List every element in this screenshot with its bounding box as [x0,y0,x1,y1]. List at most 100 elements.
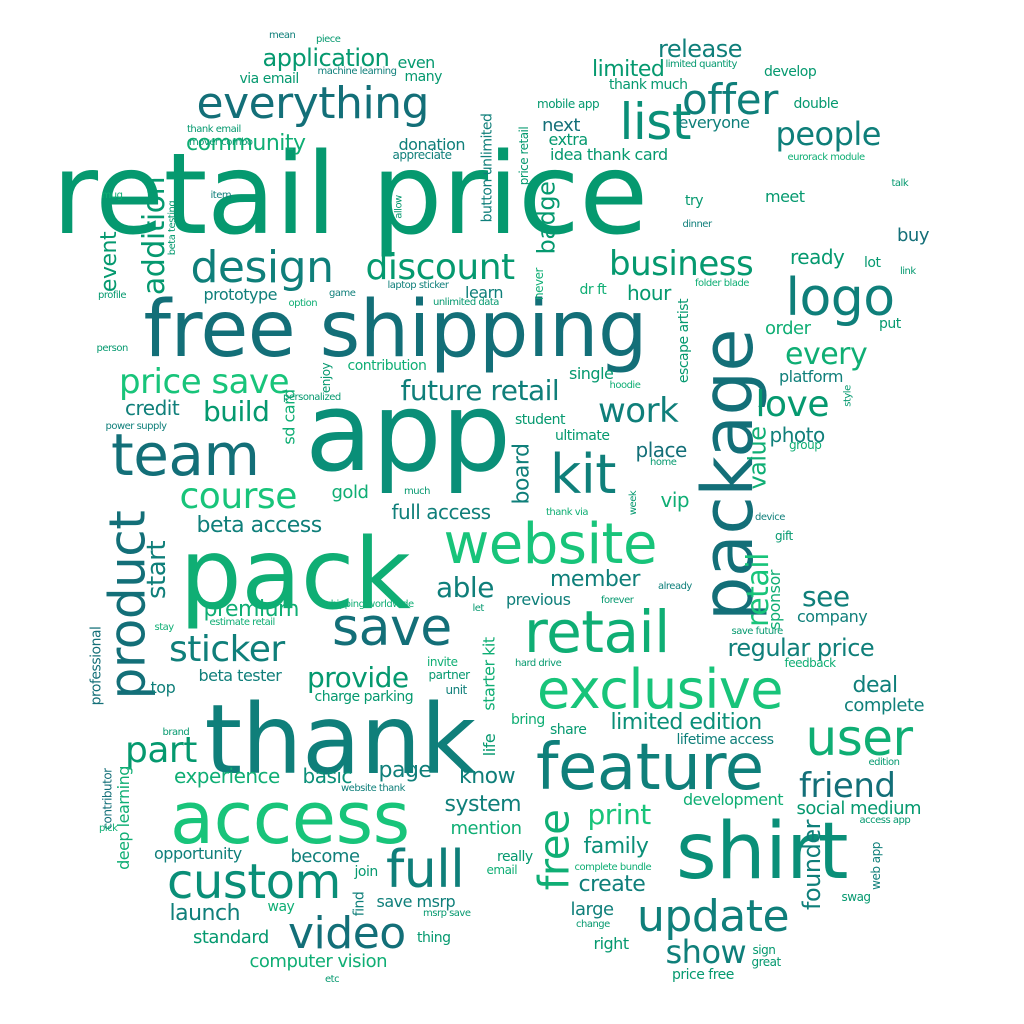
cloud-word: let [472,603,485,614]
cloud-word: business [609,244,754,284]
cloud-word: list [619,93,692,151]
cloud-word: design [190,242,334,293]
cloud-word: hour [627,281,671,305]
cloud-word: kit [550,443,616,506]
cloud-word: family [583,834,649,859]
cloud-word: brand [162,727,190,738]
cloud-word: large [570,899,615,920]
cloud-word: right [593,934,630,953]
cloud-word: change [576,919,610,930]
cloud-word: edition [868,757,900,768]
cloud-word: addition [137,176,173,296]
cloud-word: eurorack module [787,152,866,163]
cloud-word: deal [852,673,899,698]
cloud-word: group [789,438,822,452]
cloud-word: save future [731,626,784,637]
cloud-word: learn [465,283,504,302]
cloud-word: single [569,364,614,383]
cloud-word: price save [119,362,290,402]
cloud-word: save msrp [376,892,456,911]
cloud-word: limited quantity [665,59,738,70]
cloud-word: price free [672,967,734,983]
cloud-word: allow [393,195,405,219]
cloud-word: shipping worldwide [326,599,414,610]
cloud-word: deep learning [113,766,133,870]
cloud-word: never [531,268,546,300]
cloud-word: idea thank card [550,145,668,164]
cloud-word: extra [548,130,589,149]
cloud-word: mean [269,30,296,41]
cloud-word: next [542,115,580,136]
cloud-word: value [743,426,772,490]
cloud-word: gold [331,482,369,503]
cloud-word: thing [417,930,451,946]
cloud-word: team [111,421,260,489]
cloud-word: swag [841,890,872,904]
cloud-word: sponsor [764,570,784,630]
cloud-word: video [288,908,406,959]
cloud-word: week [628,490,640,516]
cloud-word: sign [752,943,776,957]
cloud-word: meet [765,187,805,206]
cloud-word: show [665,933,747,971]
cloud-word: really [497,849,533,865]
cloud-word: talk [891,178,909,189]
cloud-word: launch [169,901,241,926]
cloud-word: complete bundle [574,862,652,873]
cloud-word: build [203,395,270,428]
cloud-word: already [658,581,692,592]
cloud-word: ready [790,245,845,269]
cloud-word: release [658,35,743,63]
cloud-word: mobile app [537,97,600,111]
cloud-word: page [378,758,432,783]
cloud-word: credit [125,396,180,420]
cloud-word: thank [204,684,477,796]
cloud-word: user [805,709,914,767]
cloud-word: item [210,190,232,201]
cloud-word: app [305,368,511,496]
cloud-word: opportunity [154,844,242,863]
cloud-word: every [785,337,868,372]
cloud-word: link [900,266,916,277]
cloud-word: develop [764,64,817,80]
cloud-word: full [386,840,465,900]
cloud-word: mover combo [189,137,253,148]
cloud-word: course [179,476,298,517]
cloud-word: company [797,607,868,626]
cloud-word: badge [531,181,560,255]
cloud-word: full access [391,500,492,524]
cloud-word: pack [179,518,411,632]
cloud-word: previous [506,590,571,609]
cloud-word: photo [769,423,826,447]
cloud-word: ultimate [555,428,610,444]
cloud-word: love [755,384,830,425]
cloud-word: folder blade [695,278,749,289]
cloud-word: place [635,438,688,462]
cloud-word: people [775,115,882,153]
cloud-word: enjoy [319,362,334,394]
cloud-word: community [186,131,306,156]
cloud-word: prototype [203,285,278,304]
cloud-word: contribution [347,358,427,374]
cloud-word: update [637,891,790,942]
cloud-word: retail price [52,130,648,260]
cloud-word: home [650,457,677,468]
cloud-word: feedback [784,656,837,670]
cloud-word: website thank [341,783,405,794]
cloud-word: platform [779,367,843,386]
cloud-word: vip [660,488,690,512]
cloud-word: put [879,316,901,332]
cloud-word: join [354,864,379,880]
cloud-word: top [150,678,176,697]
cloud-word: personalized [283,392,341,403]
cloud-word: escape artist [676,298,693,384]
cloud-word: machine learning [317,66,397,77]
cloud-word: know [459,764,516,789]
cloud-word: thank much [609,77,688,93]
cloud-word: email [486,863,518,877]
cloud-word: see [802,580,850,613]
cloud-word: website [443,512,658,577]
cloud-word: computer vision [249,951,388,972]
cloud-word: discount [365,247,516,288]
